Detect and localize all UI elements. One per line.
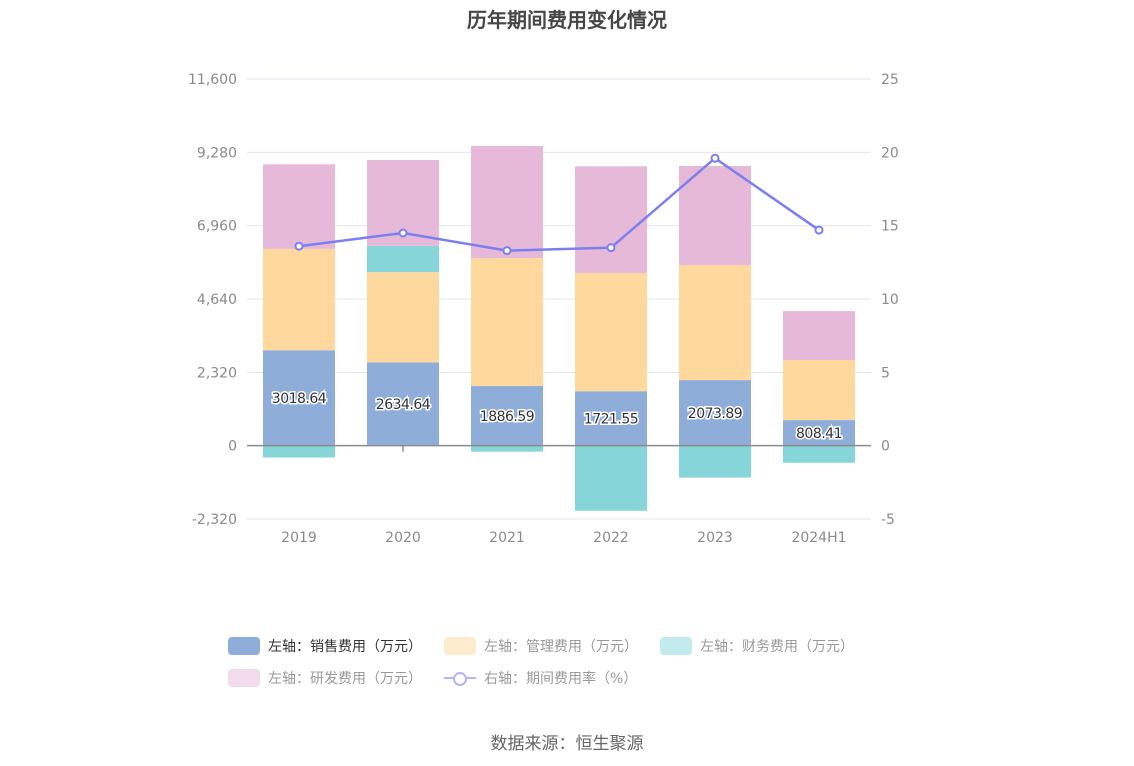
y-right-tick-label: 10	[881, 292, 899, 308]
y-left-tick-label: 0	[228, 439, 237, 455]
legend-label-sales: 左轴：销售费用（万元）	[268, 639, 422, 655]
bar-segment	[783, 311, 855, 361]
chart-title: 历年期间费用变化情况	[467, 8, 667, 32]
expense-rate-point	[606, 243, 616, 253]
bar-segment	[263, 248, 335, 351]
x-tick-label: 2022	[593, 530, 629, 546]
x-tick-label: 2019	[281, 530, 317, 546]
bar-segment	[679, 445, 751, 478]
expense-rate-point	[294, 241, 304, 251]
bar-segment	[679, 380, 751, 446]
legend-swatch-admin	[444, 637, 476, 655]
legend-row-1: 左轴：销售费用（万元） 左轴：管理费用（万元） 左轴：财务费用（万元）	[228, 630, 928, 662]
legend: 左轴：销售费用（万元） 左轴：管理费用（万元） 左轴：财务费用（万元） 左轴：研…	[228, 630, 928, 694]
label-layer: 3018.64 2634.64 1886.59 1721.55 2073.89 808.4…	[270, 389, 844, 443]
legend-label-expense-rate: 右轴：期间费用率（%）	[484, 671, 638, 687]
bar-data-label: 2073.89	[688, 406, 742, 422]
legend-item-admin[interactable]: 左轴：管理费用（万元）	[444, 636, 638, 656]
bar-segment	[367, 245, 439, 273]
bar-segment	[367, 272, 439, 363]
y-right-tick-label: 5	[881, 365, 890, 381]
x-tick-label: 2023	[697, 530, 733, 546]
x-tick-label: 2021	[489, 530, 525, 546]
x-tick-label: 2020	[385, 530, 421, 546]
x-tick-label: 2024H1	[791, 530, 846, 546]
legend-item-expense-rate[interactable]: 右轴：期间费用率（%）	[444, 668, 637, 688]
bar-segment	[471, 258, 543, 387]
bar-layer	[263, 146, 855, 511]
bar-segment	[263, 164, 335, 249]
axis-layer: -2,320 0 2,320 4,640 6,960 9,280 11,600 -5 0 5 10 1…	[188, 72, 899, 546]
bar-segment	[471, 386, 543, 446]
line-layer	[294, 153, 824, 256]
legend-item-finance[interactable]: 左轴：财务费用（万元）	[660, 636, 854, 656]
legend-label-finance: 左轴：财务费用（万元）	[700, 639, 854, 655]
y-right-tick-label: 25	[881, 72, 899, 88]
bar-data-label: 3018.64	[272, 391, 327, 407]
expense-rate-point	[814, 225, 824, 235]
grid-layer	[247, 78, 871, 520]
legend-item-rnd[interactable]: 左轴：研发费用（万元）	[228, 668, 422, 688]
y-left-tick-label: 9,280	[197, 145, 237, 161]
expense-rate-point	[502, 246, 512, 256]
y-right-tick-label: 0	[881, 439, 890, 455]
bar-data-label: 808.41	[796, 426, 842, 442]
bar-segment	[679, 265, 751, 381]
bar-segment	[263, 350, 335, 446]
bar-segment	[575, 391, 647, 446]
bar-segment	[471, 445, 543, 452]
legend-swatch-finance	[660, 637, 692, 655]
bar-segment	[367, 362, 439, 446]
bar-segment	[783, 445, 855, 463]
bar-data-label: 1721.55	[584, 411, 638, 427]
bar-segment	[575, 166, 647, 274]
expense-rate-point	[398, 228, 408, 238]
legend-swatch-sales	[228, 637, 260, 655]
y-right-tick-label: -5	[881, 512, 895, 528]
bar-data-label: 1886.59	[480, 409, 534, 425]
y-right-tick-label: 20	[881, 145, 899, 161]
legend-label-rnd: 左轴：研发费用（万元）	[268, 671, 422, 687]
y-left-tick-label: 4,640	[197, 292, 237, 308]
y-left-tick-label: 11,600	[188, 72, 237, 88]
bar-segment	[471, 146, 543, 259]
data-source: 数据来源：恒生聚源	[490, 734, 644, 754]
y-left-tick-label: -2,320	[192, 512, 237, 528]
bar-data-label: 2634.64	[376, 397, 431, 413]
bar-segment	[679, 165, 751, 266]
bar-segment	[783, 420, 855, 446]
y-left-tick-label: 2,320	[197, 365, 237, 381]
bar-segment	[263, 445, 335, 458]
expense-rate-line	[298, 156, 820, 252]
bar-segment	[783, 360, 855, 421]
bar-segment	[575, 273, 647, 392]
legend-swatch-rnd	[228, 669, 260, 687]
legend-line-marker-icon	[444, 669, 476, 687]
legend-item-sales[interactable]: 左轴：销售费用（万元）	[228, 636, 422, 656]
y-left-tick-label: 6,960	[197, 219, 237, 235]
legend-label-admin: 左轴：管理费用（万元）	[484, 639, 638, 655]
legend-row-2: 左轴：研发费用（万元） 右轴：期间费用率（%）	[228, 662, 928, 694]
bar-segment	[575, 445, 647, 511]
expense-rate-point	[710, 153, 720, 163]
y-right-tick-label: 15	[881, 219, 899, 235]
